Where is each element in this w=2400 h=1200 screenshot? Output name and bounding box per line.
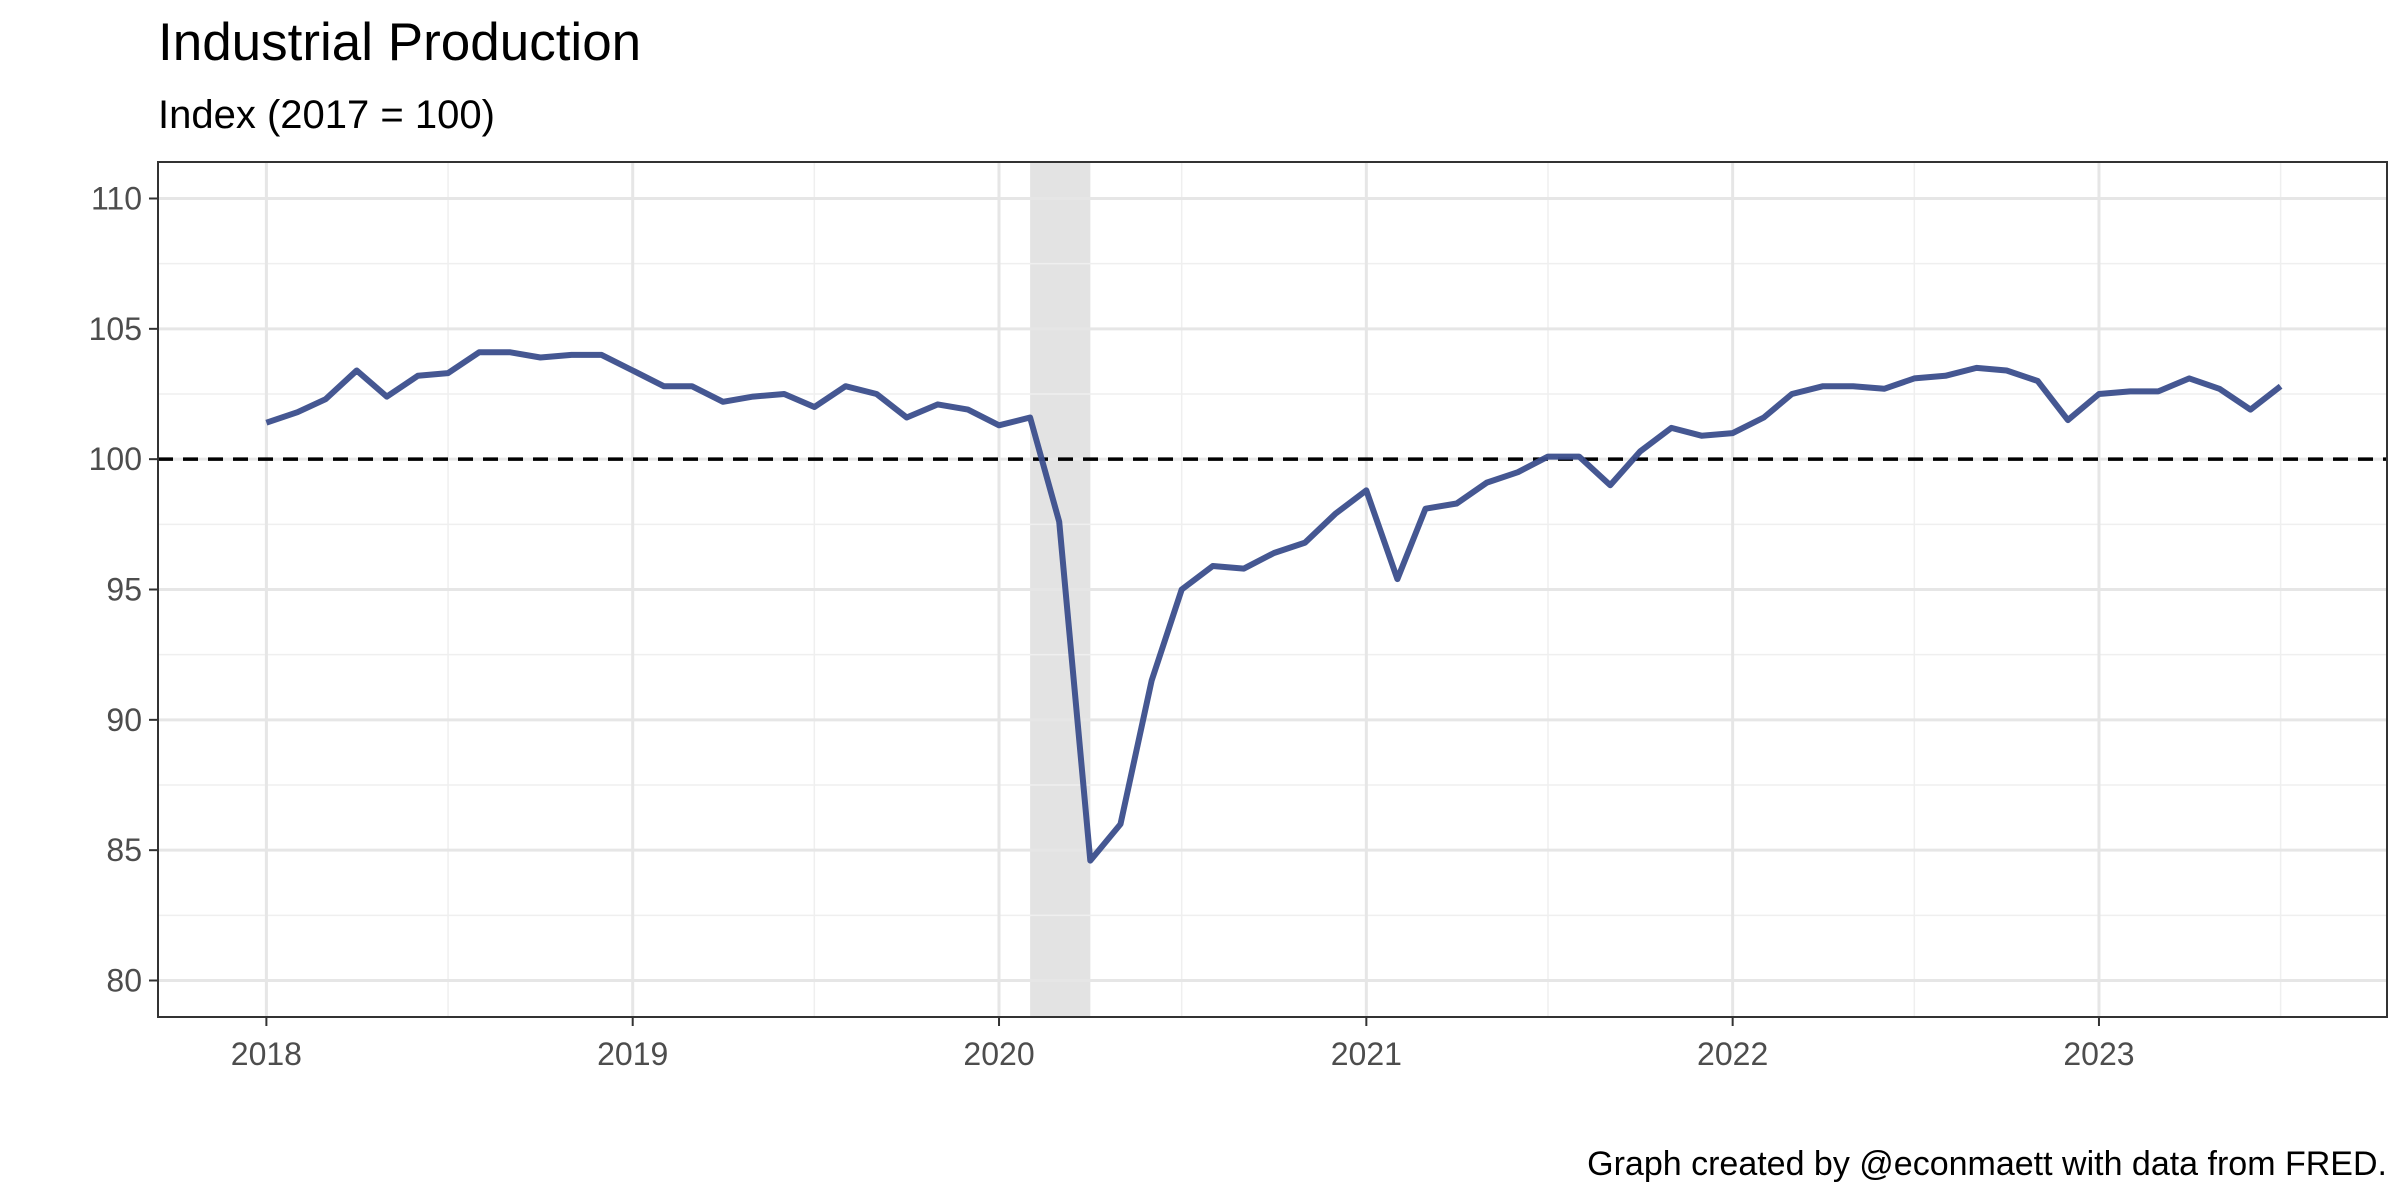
series-line: [265, 349, 2283, 864]
x-tick-label: 2020: [963, 1036, 1034, 1072]
y-axis: 80 85 90 95 100 105 110: [89, 180, 158, 999]
x-tick-label: 2023: [2063, 1036, 2134, 1072]
chart-caption: Graph created by @econmaett with data fr…: [1587, 1145, 2387, 1183]
y-tick-label: 100: [89, 441, 142, 477]
x-tick-label: 2021: [1331, 1036, 1402, 1072]
y-tick-label: 90: [106, 702, 142, 738]
x-axis: 2018 2019 2020 2021 2022 2023: [231, 1017, 2135, 1072]
series-layer: [265, 349, 2283, 864]
x-tick-label: 2019: [597, 1036, 668, 1072]
y-tick-label: 110: [91, 180, 142, 216]
y-tick-label: 80: [106, 963, 142, 999]
chart-title: Industrial Production: [158, 13, 641, 72]
x-tick-label: 2022: [1697, 1036, 1768, 1072]
y-tick-label: 95: [106, 572, 142, 608]
chart-subtitle: Index (2017 = 100): [158, 93, 495, 137]
y-tick-label: 105: [89, 311, 142, 347]
y-tick-label: 85: [106, 832, 142, 868]
x-tick-label: 2018: [231, 1036, 302, 1072]
